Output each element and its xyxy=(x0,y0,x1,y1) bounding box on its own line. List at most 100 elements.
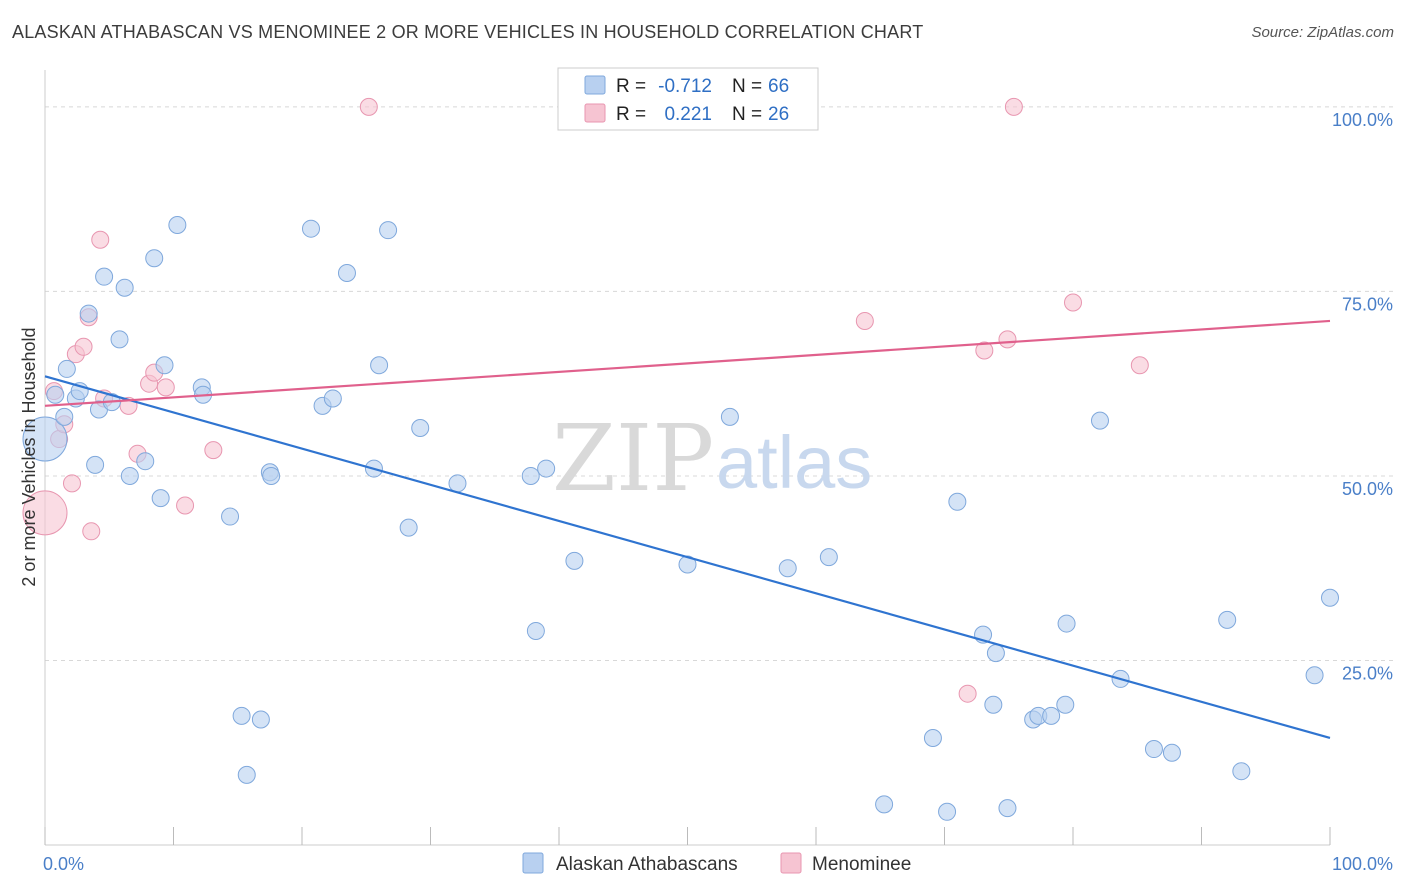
athabascan-point xyxy=(720,407,739,426)
athabascan-point xyxy=(110,330,129,349)
athabascan-point xyxy=(370,356,389,375)
athabascan-point xyxy=(55,407,74,426)
menominee-point xyxy=(855,311,874,330)
menominee-point xyxy=(958,684,977,703)
athabascan-point xyxy=(778,559,797,578)
athabascan-point xyxy=(565,551,584,570)
athabascan-point xyxy=(1321,588,1339,607)
menominee-point xyxy=(1130,356,1149,375)
legend-n-label: N = xyxy=(732,76,762,97)
y-tick-labels: 25.0% 50.0% 75.0% 100.0% xyxy=(1332,110,1393,684)
athabascan-point xyxy=(1090,411,1109,430)
menominee-points xyxy=(22,97,1149,703)
legend-n-value: 66 xyxy=(768,76,789,97)
athabascan-point xyxy=(819,548,838,567)
athabascan-point xyxy=(301,219,320,238)
athabascan-point xyxy=(151,489,170,508)
menominee-point xyxy=(1004,97,1023,116)
athabascan-point xyxy=(521,466,540,485)
legend-r-value: -0.712 xyxy=(658,76,712,97)
athabascan-point xyxy=(337,263,356,282)
athabascan-point xyxy=(120,466,139,485)
y-tick-label: 75.0% xyxy=(1342,294,1393,314)
series-swatch-menominee xyxy=(780,852,802,874)
athabascan-point xyxy=(986,644,1005,663)
menominee-point xyxy=(998,330,1017,349)
series-label-menominee: Menominee xyxy=(812,854,911,875)
athabascan-point xyxy=(155,356,174,375)
athabascan-point xyxy=(145,249,164,268)
trend-lines xyxy=(44,319,1331,740)
athabascan-point xyxy=(57,359,76,378)
x-tick-labels: 0.0% 100.0% xyxy=(43,854,1393,874)
athabascan-point xyxy=(875,795,894,814)
athabascan-point xyxy=(262,466,281,485)
athabascan-point xyxy=(1056,695,1075,714)
legend-swatch-pink xyxy=(584,103,606,123)
legend-n-label: N = xyxy=(732,104,762,125)
athabascan-point xyxy=(86,455,105,474)
athabascan-point xyxy=(998,799,1017,818)
athabascan-points xyxy=(22,216,1339,821)
chart-source: Source: ZipAtlas.com xyxy=(1251,24,1394,41)
athabascan-point xyxy=(1057,614,1076,633)
y-tick-label: 100.0% xyxy=(1332,110,1393,130)
athabascan-point xyxy=(46,385,65,404)
athabascan-point xyxy=(136,452,155,471)
menominee-point xyxy=(74,337,93,356)
legend-r-label: R = xyxy=(616,104,646,125)
athabascan-point xyxy=(323,389,342,408)
y-tick-label: 25.0% xyxy=(1342,663,1393,683)
athabascan-point xyxy=(168,216,187,234)
menominee-point xyxy=(176,496,195,515)
athabascan-point xyxy=(1042,706,1061,725)
menominee-trend-line xyxy=(44,319,1331,407)
athabascan-point xyxy=(237,765,256,784)
athabascan-point xyxy=(1305,666,1324,685)
legend-box: R = -0.712 N = 66 R = 0.221 N = 26 xyxy=(557,67,819,131)
menominee-point xyxy=(1064,293,1082,312)
athabascan-point xyxy=(22,416,68,462)
athabascan-point xyxy=(411,418,430,437)
athabascan-point xyxy=(221,507,240,526)
y-axis-label: 2 or more Vehicles in Household xyxy=(19,327,39,586)
menominee-point xyxy=(22,490,68,536)
watermark-zip: ZIP xyxy=(552,405,714,512)
chart-title: ALASKAN ATHABASCAN VS MENOMINEE 2 OR MOR… xyxy=(12,22,924,42)
athabascan-point xyxy=(115,278,134,297)
menominee-point xyxy=(975,341,994,360)
legend-r-value: 0.221 xyxy=(664,104,712,125)
athabascan-trend-line xyxy=(44,375,1331,740)
menominee-point xyxy=(82,522,101,541)
legend-swatch-blue xyxy=(584,75,606,95)
athabascan-point xyxy=(1162,743,1181,762)
legend-r-label: R = xyxy=(616,76,646,97)
x-tick-label: 0.0% xyxy=(43,854,84,874)
athabascan-point xyxy=(948,492,967,511)
athabascan-point xyxy=(379,221,398,240)
grid-layer xyxy=(45,106,1395,661)
athabascan-point xyxy=(448,474,467,493)
y-tick-label: 50.0% xyxy=(1342,479,1393,499)
series-legend: Alaskan Athabascans Menominee xyxy=(522,852,911,875)
menominee-point xyxy=(91,230,110,249)
athabascan-point xyxy=(79,304,98,323)
athabascan-point xyxy=(1144,740,1163,759)
athabascan-point xyxy=(984,695,1003,714)
athabascan-point xyxy=(399,518,418,537)
x-tick-label: 100.0% xyxy=(1332,854,1393,874)
athabascan-point xyxy=(537,459,556,478)
athabascan-point xyxy=(526,621,545,640)
athabascan-point xyxy=(232,706,251,725)
menominee-point xyxy=(204,441,223,460)
athabascan-point xyxy=(938,802,957,821)
series-label-athabascans: Alaskan Athabascans xyxy=(556,854,738,875)
menominee-point xyxy=(62,474,81,493)
athabascan-point xyxy=(251,710,270,729)
athabascan-point xyxy=(1232,762,1251,781)
athabascan-point xyxy=(95,267,114,286)
menominee-point xyxy=(156,378,175,397)
menominee-point xyxy=(359,97,378,116)
series-swatch-athabascans xyxy=(522,852,544,874)
